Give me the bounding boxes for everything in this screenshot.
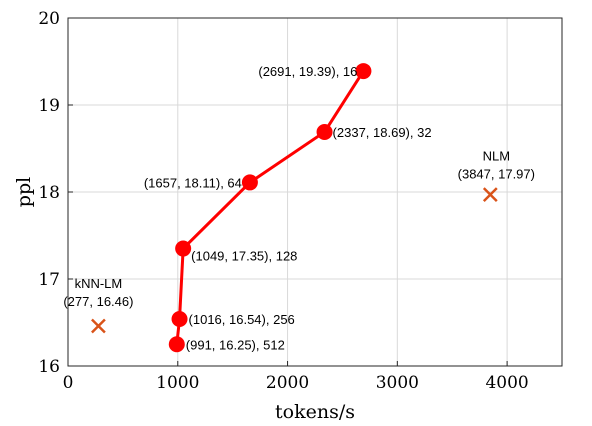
x-marker-knn-lm (91, 318, 106, 334)
point-label: (1657, 18.11), 64 (144, 175, 242, 190)
series (91, 63, 498, 353)
series-line (175, 70, 365, 345)
x-marker-stroke (482, 187, 498, 202)
x-tick-label: 1000 (156, 373, 199, 393)
point-label: (2337, 18.69), 32 (333, 125, 432, 140)
y-tick-label: 18 (38, 183, 60, 203)
data-point (171, 311, 188, 328)
point-label: (277, 16.46) (63, 294, 133, 309)
x-tick-label: 2000 (266, 373, 309, 393)
y-tick-label: 17 (38, 270, 60, 290)
data-point (316, 123, 333, 140)
x-tick-label: 0 (63, 373, 74, 393)
x-tick-label: 4000 (485, 373, 528, 393)
y-tick-label: 16 (38, 357, 60, 377)
axis-ticks: 0 1000 2000 3000 4000 16 17 18 19 20 (38, 9, 528, 393)
y-axis-title: ppl (13, 177, 35, 207)
x-axis-title: tokens/s (275, 401, 355, 423)
data-point (355, 63, 372, 80)
x-marker-stroke (91, 318, 106, 334)
series-name-label: kNN-LM (75, 276, 123, 291)
y-tick-label: 19 (38, 96, 60, 116)
data-point (168, 336, 185, 353)
x-tick-label: 3000 (376, 373, 419, 393)
x-marker-nlm (482, 187, 498, 202)
point-label: (991, 16.25), 512 (186, 337, 285, 352)
data-point (241, 174, 258, 191)
point-label: (1049, 17.35), 128 (191, 249, 297, 264)
point-labels: (2691, 19.39), 16 (2337, 18.69), 32 (1657,… (63, 64, 535, 352)
point-label: (3847, 17.97) (458, 167, 535, 182)
point-label: (1016, 16.54), 256 (189, 312, 295, 327)
point-label: (2691, 19.39), 16 (258, 64, 357, 79)
data-point (175, 240, 192, 257)
y-tick-label: 20 (38, 9, 60, 29)
series-name-label: NLM (483, 149, 510, 164)
